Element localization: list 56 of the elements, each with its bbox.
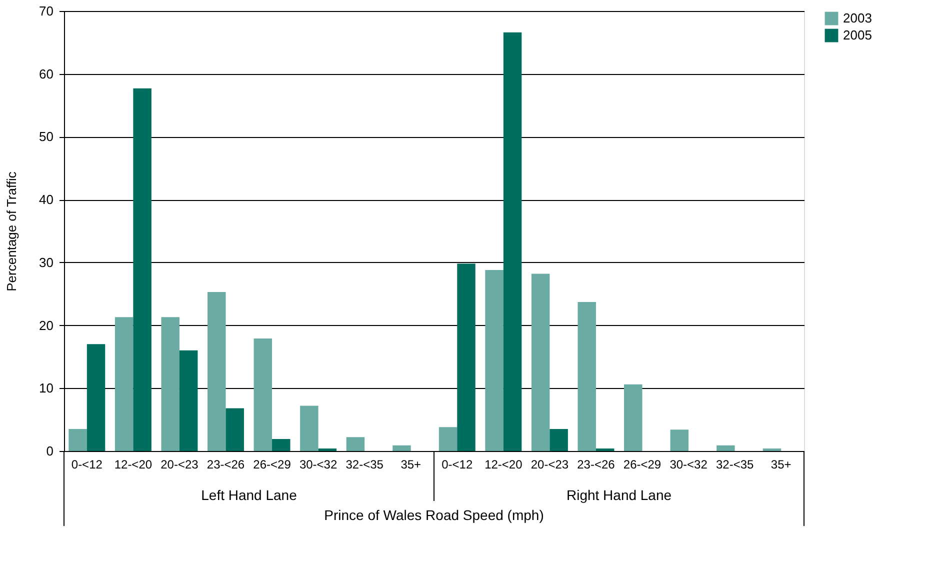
- x-tick-label: 20-<23: [530, 458, 569, 472]
- x-tick-label: 30-<32: [670, 458, 708, 472]
- bar: [716, 445, 735, 451]
- bar: [318, 448, 337, 451]
- x-tick-label: 35+: [400, 458, 422, 472]
- x-tick-label: 30-<32: [299, 458, 338, 472]
- y-tick-label: 0: [46, 444, 54, 458]
- bar: [762, 448, 782, 451]
- bar: [346, 437, 365, 451]
- x-tick-label: 32-<35: [716, 458, 754, 472]
- bar: [596, 448, 614, 451]
- x-tick-label: 12-<20: [484, 458, 523, 472]
- bar: [86, 344, 106, 451]
- bar: [254, 338, 272, 451]
- bar: [503, 32, 522, 451]
- x-tick-label: 12-<20: [114, 458, 152, 472]
- bar: [670, 430, 689, 451]
- legend-label: 2003: [843, 10, 872, 26]
- bar: [438, 427, 458, 451]
- bar: [226, 408, 244, 451]
- bar: [531, 274, 550, 451]
- bar: [392, 445, 411, 451]
- y-tick-label: 30: [39, 254, 54, 270]
- x-tick-label: 26-<29: [623, 458, 662, 472]
- x-tick-label: 32-<35: [346, 458, 384, 472]
- y-tick-label: 50: [39, 129, 54, 144]
- legend-label: 2005: [843, 28, 872, 42]
- y-tick-label: 40: [39, 192, 54, 208]
- bar: [161, 317, 180, 451]
- y-tick-label: 60: [39, 66, 54, 82]
- bar: [578, 302, 596, 451]
- bar: [624, 384, 642, 451]
- bar: [208, 292, 226, 451]
- x-axis-title: Prince of Wales Road Speed (mph): [324, 507, 544, 523]
- x-tick-label: 20-<23: [160, 458, 199, 472]
- x-tick-label: 0-<12: [71, 458, 103, 472]
- x-tick-label: 0-<12: [442, 458, 473, 472]
- bar: [272, 439, 290, 451]
- x-tick-label: 35+: [770, 458, 792, 472]
- bar: [68, 429, 87, 451]
- y-tick-label: 20: [39, 318, 54, 333]
- text: Right Hand Lane: [566, 487, 672, 503]
- bar: [457, 264, 476, 451]
- y-axis-title: Percentage of Traffic: [4, 171, 20, 292]
- x-tick-label: 23-<26: [206, 458, 245, 472]
- bar: [179, 350, 198, 451]
- x-tick-label: 23-<26: [577, 458, 616, 472]
- x-tick-label: 26-<29: [253, 458, 292, 472]
- bar: [114, 317, 134, 451]
- bar: [550, 429, 568, 451]
- y-tick-label: 70: [39, 4, 54, 18]
- bar: [133, 88, 152, 451]
- text: Left Hand Lane: [201, 487, 298, 503]
- y-tick-label: 10: [39, 380, 54, 396]
- bar: [485, 270, 504, 451]
- bar: [300, 406, 318, 451]
